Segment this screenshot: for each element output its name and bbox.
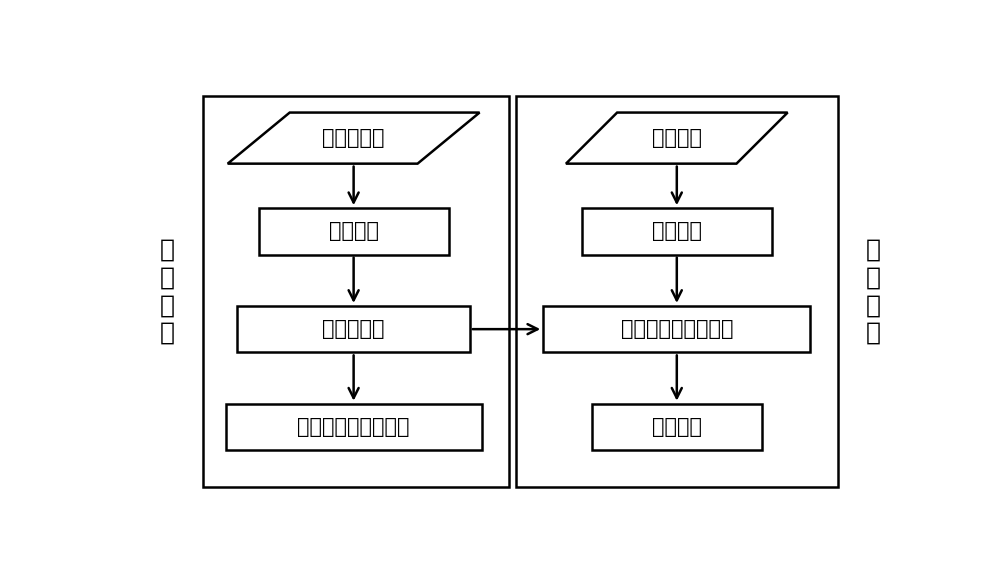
Text: 未知颅骨: 未知颅骨 bbox=[652, 128, 702, 148]
Bar bbox=[582, 208, 772, 254]
Bar bbox=[226, 403, 482, 450]
Bar bbox=[516, 96, 838, 487]
Text: 数据处理: 数据处理 bbox=[329, 222, 379, 241]
Bar bbox=[237, 306, 470, 353]
Polygon shape bbox=[228, 113, 480, 164]
Bar bbox=[259, 208, 449, 254]
Bar bbox=[202, 96, 509, 487]
Text: 训练样本集: 训练样本集 bbox=[322, 128, 385, 148]
Polygon shape bbox=[566, 113, 788, 164]
Text: 子空间分析: 子空间分析 bbox=[322, 319, 385, 339]
Text: 颅
面
重
构: 颅 面 重 构 bbox=[865, 238, 880, 345]
Text: 数据处理: 数据处理 bbox=[652, 222, 702, 241]
Text: 模型融合: 模型融合 bbox=[652, 417, 702, 437]
Text: 模
型
训
练: 模 型 训 练 bbox=[160, 238, 175, 345]
Text: 层次化面皮模型重构: 层次化面皮模型重构 bbox=[621, 319, 733, 339]
Bar bbox=[543, 306, 810, 353]
Bar bbox=[592, 403, 762, 450]
Text: 层次化回归模型建立: 层次化回归模型建立 bbox=[297, 417, 410, 437]
